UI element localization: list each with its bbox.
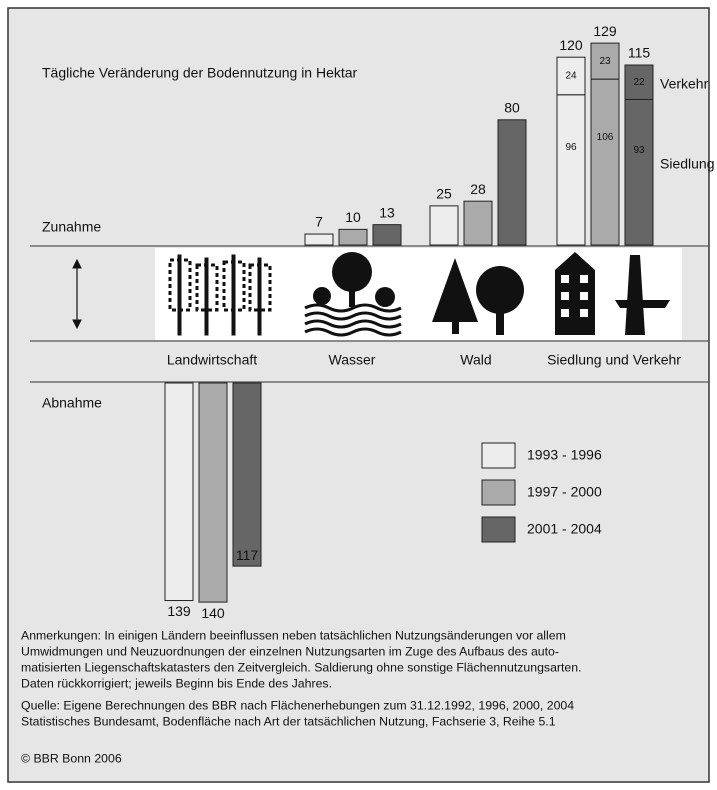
bar xyxy=(429,205,459,246)
decrease-label: Abnahme xyxy=(42,395,102,411)
segment-label: 22 xyxy=(633,77,645,88)
bar xyxy=(232,382,262,567)
bar-segment xyxy=(556,94,586,246)
legend-swatch xyxy=(481,479,516,506)
bar-segment xyxy=(590,42,620,80)
segment-name: Verkehr xyxy=(660,76,709,92)
value-label: 13 xyxy=(379,204,395,220)
category-label: Landwirtschaft xyxy=(167,352,257,368)
bar xyxy=(198,382,228,603)
double-arrow xyxy=(72,258,82,330)
value-label: 140 xyxy=(201,605,225,621)
value-label: 139 xyxy=(167,603,191,619)
value-label: 117 xyxy=(236,547,259,563)
total-label: 129 xyxy=(593,23,617,39)
water-icon xyxy=(304,252,402,337)
note-line: matisierten Liegenschaftskatasters den Z… xyxy=(21,660,582,674)
wheat-icon xyxy=(168,254,272,336)
bar-segment xyxy=(624,98,654,246)
bar-segment xyxy=(590,78,620,246)
value-label: 80 xyxy=(504,100,520,116)
bar xyxy=(304,233,334,246)
note-line: Daten rückkorrigiert; jeweils Beginn bis… xyxy=(21,676,332,690)
source-line: Statistisches Bundesamt, Bodenfläche nac… xyxy=(21,714,556,728)
value-label: 7 xyxy=(315,214,323,230)
bar xyxy=(463,200,493,246)
total-label: 120 xyxy=(559,37,583,53)
segment-label: 106 xyxy=(597,132,614,143)
legend-swatch xyxy=(481,516,516,543)
category-label: Wald xyxy=(460,352,491,368)
increase-label: Zunahme xyxy=(42,219,101,235)
segment-name: Siedlung xyxy=(660,156,715,172)
bar-segment xyxy=(556,56,586,96)
segment-label: 24 xyxy=(565,71,577,82)
segment-label: 93 xyxy=(633,145,645,156)
forest-icon xyxy=(432,258,524,335)
value-label: 25 xyxy=(436,186,452,202)
segment-label: 23 xyxy=(599,56,611,67)
settlement-icon xyxy=(555,252,670,335)
bar xyxy=(497,119,527,246)
bar xyxy=(338,228,368,246)
category-label: Siedlung und Verkehr xyxy=(547,352,681,368)
segment-label: 96 xyxy=(565,142,577,153)
bar-segment xyxy=(624,64,654,100)
note-line: Umwidmungen und Neuzuordnungen der einze… xyxy=(21,644,559,658)
copyright: © BBR Bonn 2006 xyxy=(21,751,122,765)
legend-swatch xyxy=(481,442,516,469)
value-label: 28 xyxy=(470,181,486,197)
note-line: Anmerkungen: In einigen Ländern beeinflu… xyxy=(21,628,566,642)
chart-title: Tägliche Veränderung der Bodennutzung in… xyxy=(42,65,358,81)
value-label: 10 xyxy=(345,209,361,225)
legend-label: 1997 - 2000 xyxy=(527,484,602,500)
notes: Anmerkungen: In einigen Ländern beeinflu… xyxy=(21,628,582,765)
bar xyxy=(164,382,194,602)
category-label: Wasser xyxy=(329,352,376,368)
source-line: Quelle: Eigene Berechnungen des BBR nach… xyxy=(21,698,574,712)
legend-label: 2001 - 2004 xyxy=(527,521,602,537)
legend-label: 1993 - 1996 xyxy=(527,447,602,463)
bar xyxy=(372,224,402,246)
total-label: 115 xyxy=(628,45,651,61)
